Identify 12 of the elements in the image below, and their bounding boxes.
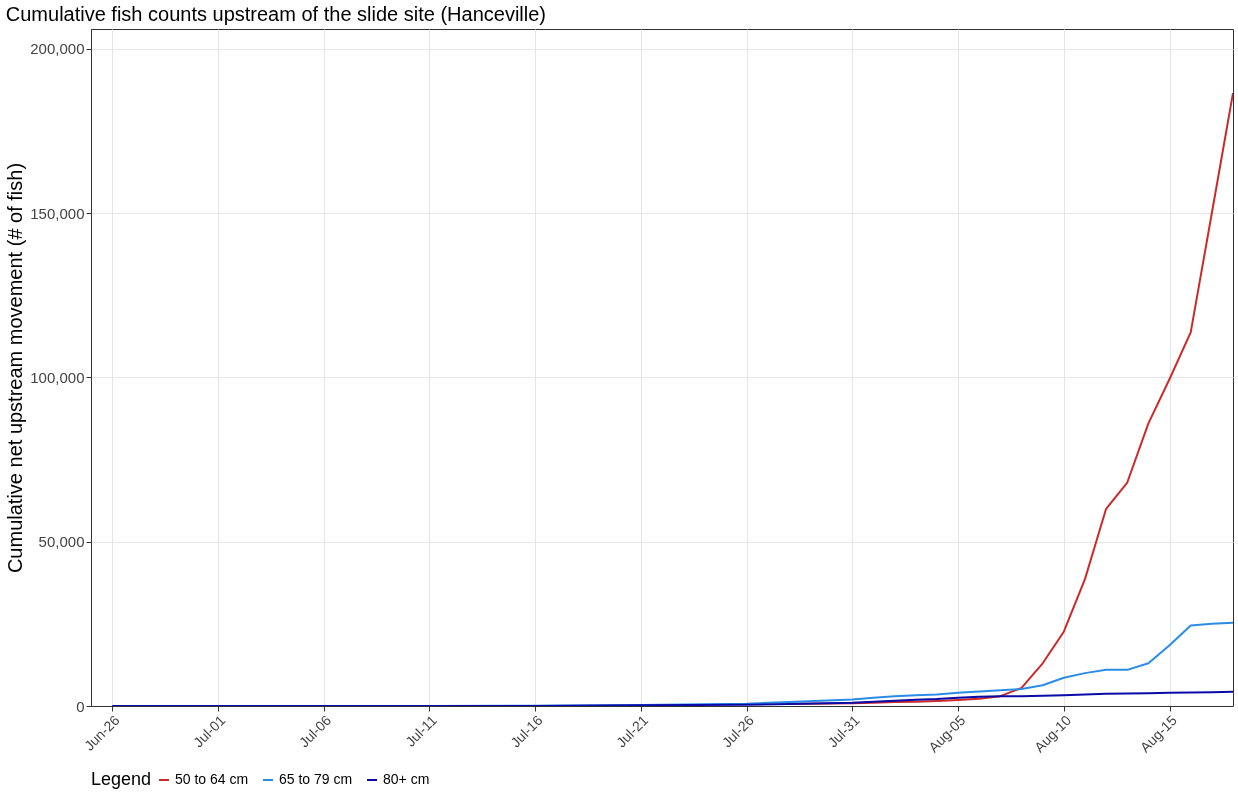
line-series bbox=[111, 690, 1233, 706]
legend-label: 80+ cm bbox=[383, 771, 430, 787]
y-tick-label: 150,000 bbox=[30, 204, 85, 222]
y-tick-label: 50,000 bbox=[38, 533, 85, 551]
y-tick-label: 200,000 bbox=[30, 40, 85, 58]
y-tick-label: 100,000 bbox=[30, 368, 85, 386]
legend-label: 65 to 79 cm bbox=[279, 771, 353, 787]
y-tick-label: 0 bbox=[76, 697, 85, 715]
legend-title: Legend bbox=[91, 769, 152, 789]
legend-label: 50 to 64 cm bbox=[175, 771, 249, 787]
y-axis-title: Cumulative net upstream movement (# of fish) bbox=[4, 162, 27, 574]
chart-title: Cumulative fish counts upstream of the slide site (Hanceville) bbox=[5, 3, 547, 25]
